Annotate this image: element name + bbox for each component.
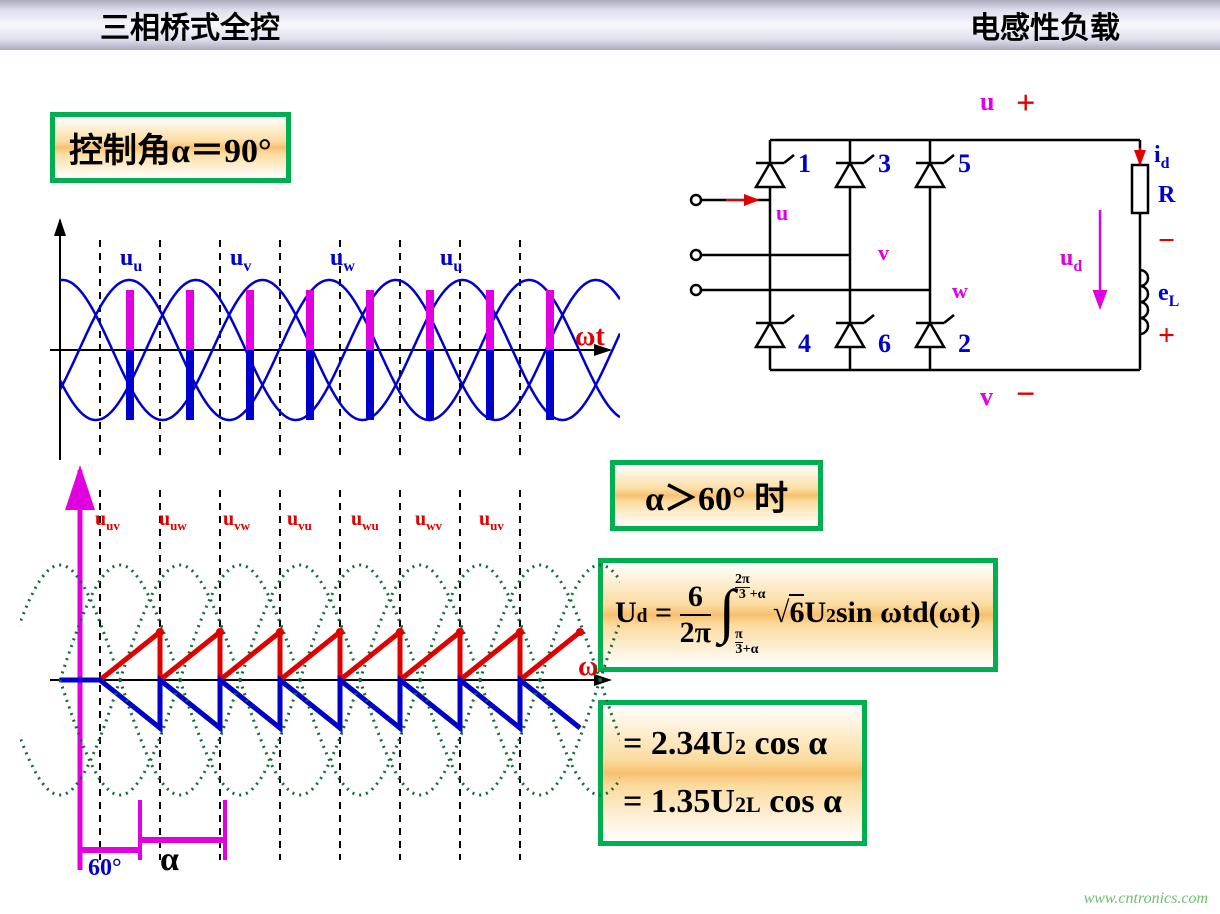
svg-text:+: + <box>1016 85 1035 122</box>
equation-result: = 2.34U2 cos α = 1.35U2L cos α <box>598 700 867 846</box>
svg-text:v: v <box>980 382 993 411</box>
control-angle-box: 控制角α＝90° <box>50 112 291 183</box>
svg-text:u: u <box>980 87 994 116</box>
header-right: 电感性负载 <box>970 3 1120 47</box>
svg-text:α: α <box>160 841 179 878</box>
watermark: www.cntronics.com <box>1084 890 1208 908</box>
svg-text:60°: 60° <box>88 855 122 880</box>
svg-text:eL: eL <box>1158 280 1179 310</box>
svg-text:2: 2 <box>958 329 971 358</box>
svg-text:uuv: uuv <box>95 508 120 533</box>
svg-text:uvu: uvu <box>287 508 312 533</box>
svg-text:uv: uv <box>230 245 251 275</box>
condition-box: α＞60° 时 <box>610 460 823 531</box>
svg-text:uuv: uuv <box>479 508 504 533</box>
svg-text:uvw: uvw <box>223 508 251 533</box>
svg-text:4: 4 <box>798 329 811 358</box>
svg-text:−: − <box>1016 376 1035 413</box>
svg-text:ωt: ωt <box>575 321 605 352</box>
header-left: 三相桥式全控 <box>100 3 280 47</box>
line-voltage-chart: ω uuvuuwuvwuvuuwuuwvuuv 60° α <box>20 460 620 880</box>
svg-text:w: w <box>952 278 968 303</box>
phase-chart: ωt uu uv uw uu <box>20 210 620 470</box>
svg-text:R: R <box>1158 182 1176 208</box>
svg-text:ud: ud <box>1060 245 1082 275</box>
svg-text:u: u <box>776 200 788 225</box>
svg-text:uu: uu <box>440 245 462 275</box>
equation-integral: Ud = 6 2π ∫ 2π3+α π3+α √6U2sin ωtd(ωt) <box>598 558 998 672</box>
svg-text:id: id <box>1154 142 1170 172</box>
svg-text:1: 1 <box>798 149 811 178</box>
svg-text:uw: uw <box>330 245 355 275</box>
svg-text:uwu: uwu <box>351 508 379 533</box>
svg-text:uwv: uwv <box>415 508 443 533</box>
svg-text:3: 3 <box>878 149 891 178</box>
svg-text:uu: uu <box>120 245 142 275</box>
svg-text:uuw: uuw <box>159 508 187 533</box>
svg-text:−: − <box>1158 224 1175 257</box>
svg-text:5: 5 <box>958 149 971 178</box>
svg-text:6: 6 <box>878 329 891 358</box>
svg-text:v: v <box>878 240 889 265</box>
svg-text:+: + <box>1158 319 1175 352</box>
circuit-diagram: u + v − id R ud − eL + u v w 1 3 5 4 6 2 <box>680 80 1200 420</box>
